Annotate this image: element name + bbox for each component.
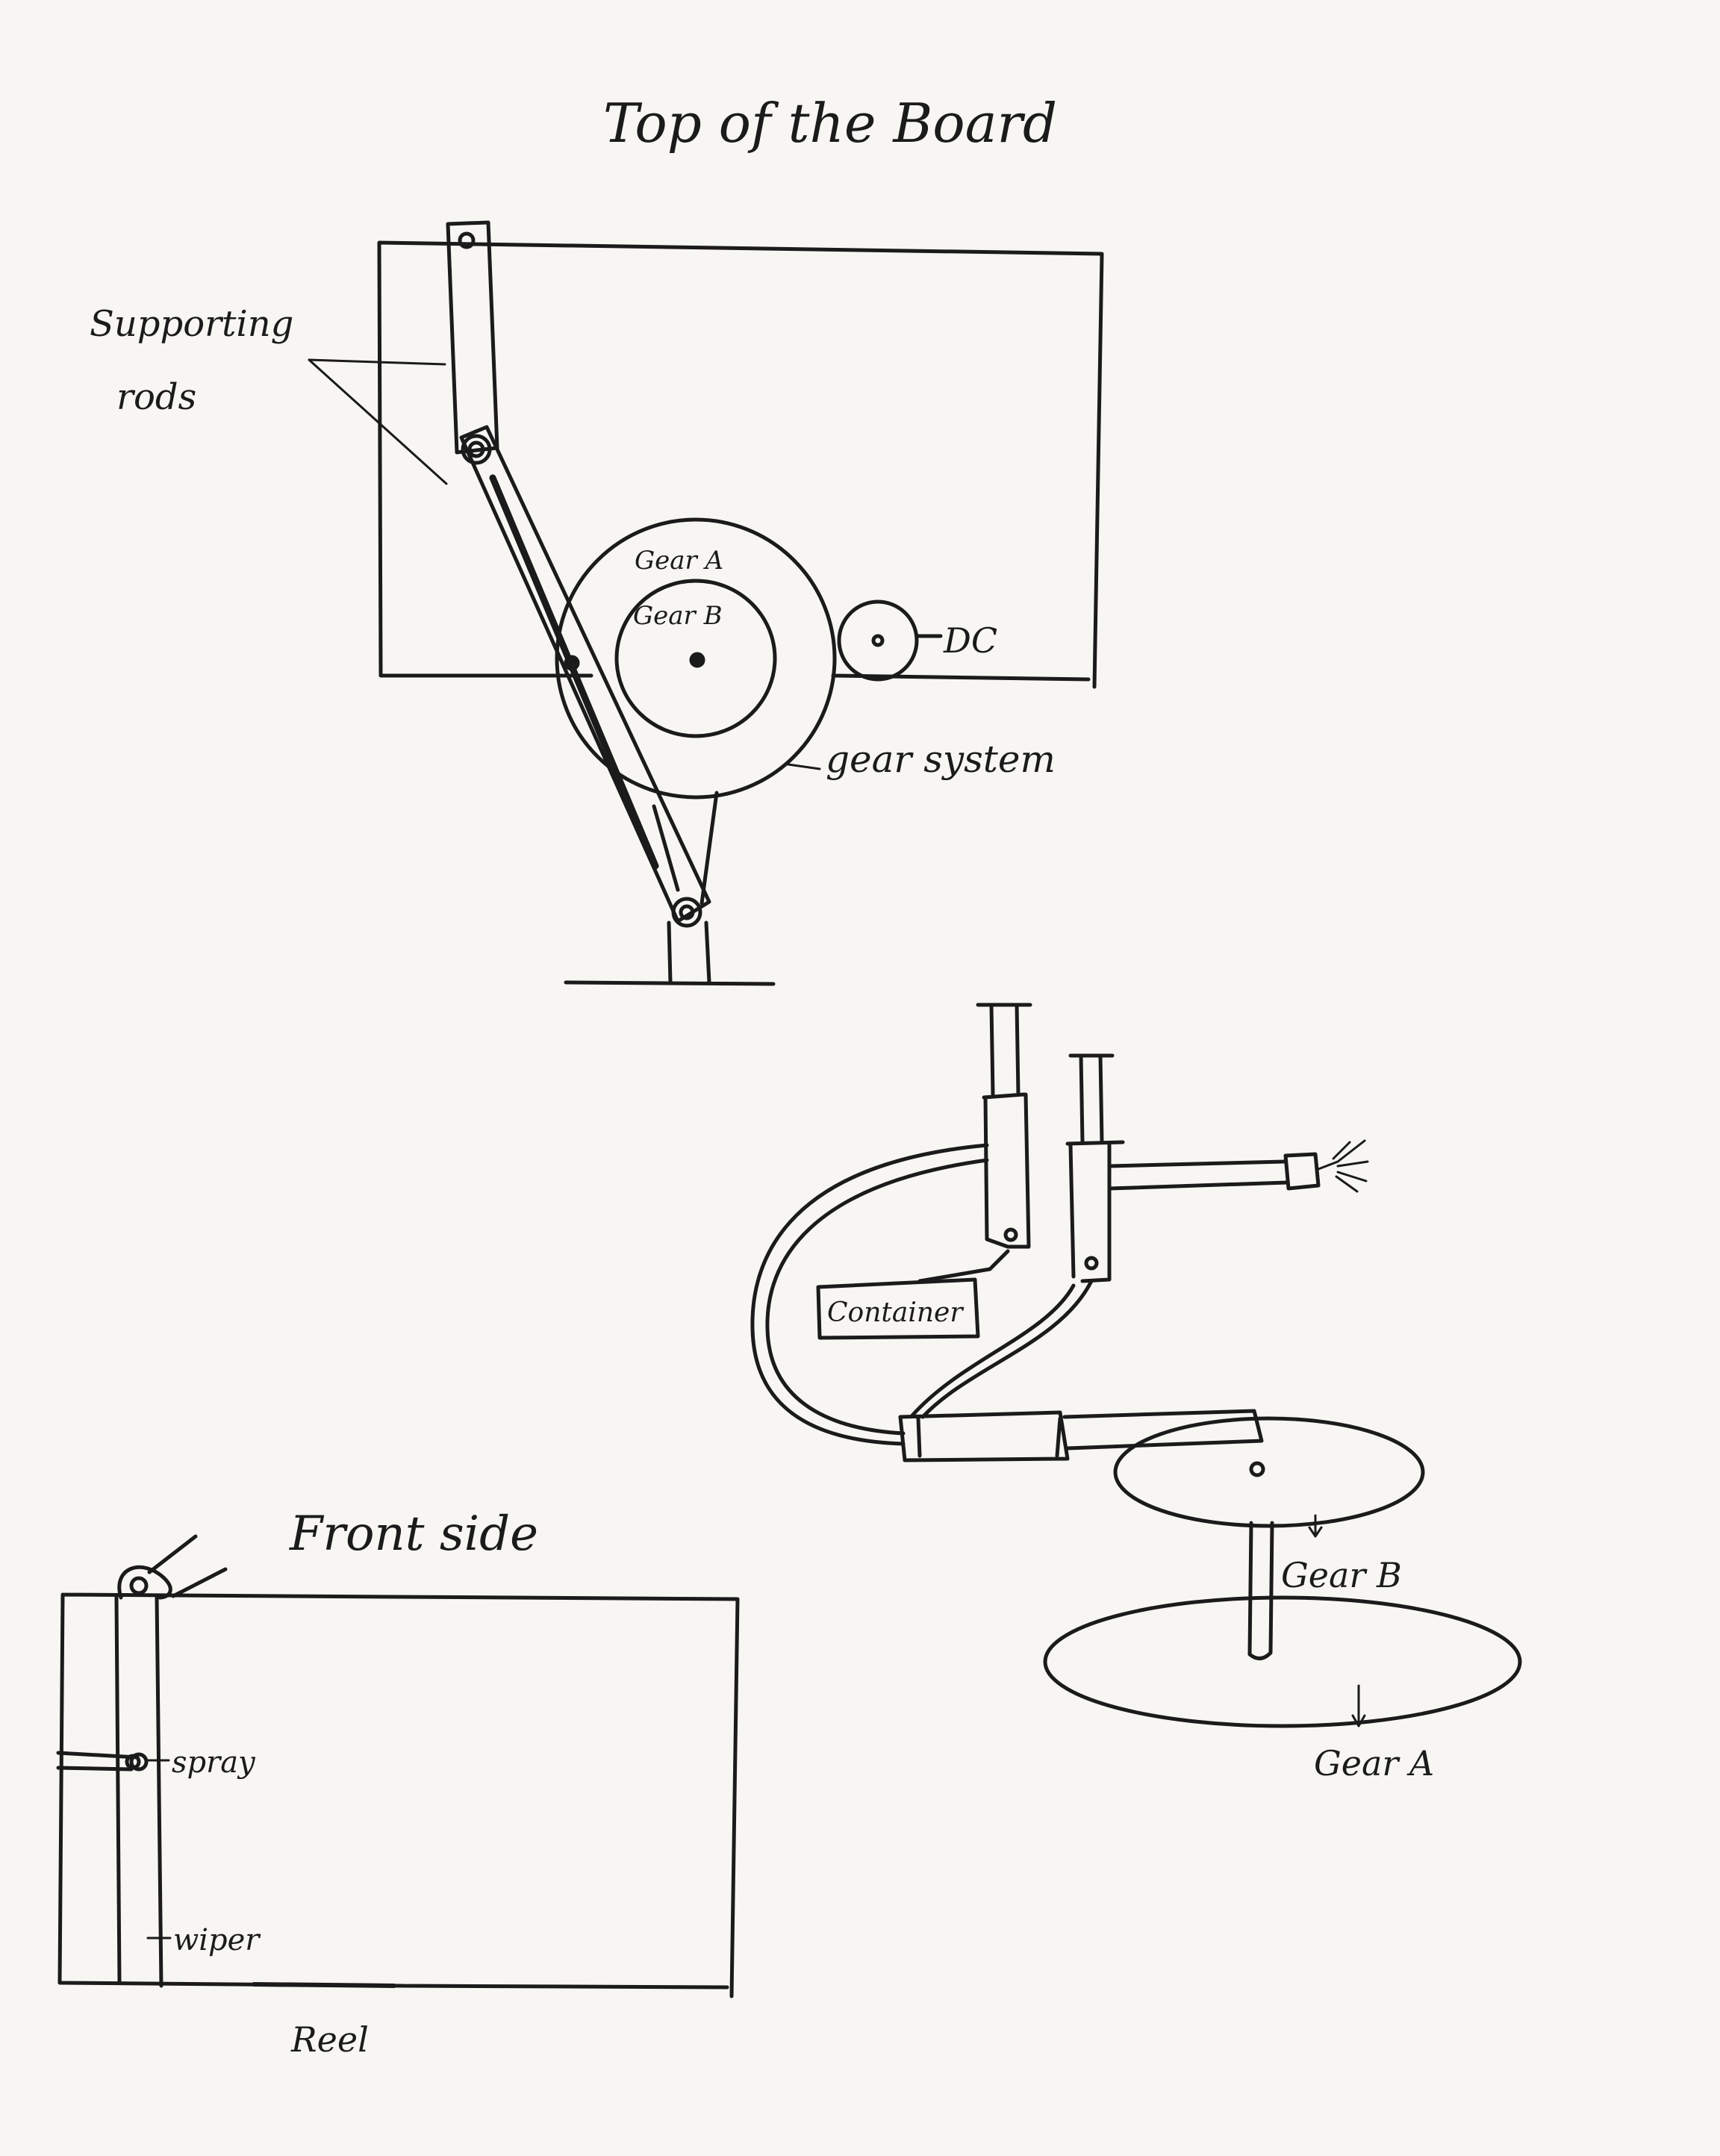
front-spray-nozzle <box>129 1752 149 1772</box>
arm-slot <box>489 474 659 870</box>
gear-b-pointer <box>1308 1514 1323 1538</box>
gear-a-disc <box>1043 1595 1522 1728</box>
front-view-diagram <box>56 1534 740 1998</box>
syringe-1 <box>976 1003 1032 1249</box>
supporting-rods-leader-2 <box>308 358 448 485</box>
front-spray-nozzle-inner <box>125 1754 141 1770</box>
dc-motor-shaft <box>871 634 885 647</box>
arm-end-joint <box>671 897 702 928</box>
top-view-title: Top of the Board <box>603 92 1057 155</box>
gear-a <box>555 517 837 800</box>
spray-hose <box>56 1751 140 1772</box>
gear-center <box>689 652 705 668</box>
nozzle <box>1283 1152 1321 1191</box>
gear-b <box>614 579 777 738</box>
stand-base <box>564 980 776 986</box>
dc-motor-gear <box>837 599 919 682</box>
gear-b-stack-label: Gear B <box>1281 1555 1402 1595</box>
spray-label: spray <box>172 1745 256 1780</box>
board-outline <box>377 240 1104 689</box>
gear-a-pointer <box>1351 1684 1366 1727</box>
reel-line <box>252 1982 396 1988</box>
drive-shaft <box>1062 1409 1264 1451</box>
container-label: Container <box>827 1297 964 1328</box>
syringe-2-outlet <box>1084 1256 1099 1271</box>
tube-middle <box>910 1249 1094 1419</box>
rod-joint-inner <box>467 440 485 458</box>
upper-rod-pivot <box>458 231 476 249</box>
dc-label: DC <box>943 620 997 661</box>
spray-lines <box>1317 1139 1369 1193</box>
gear-stack-diagram <box>1043 1416 1522 1728</box>
upper-supporting-rod <box>446 220 499 455</box>
slotted-arm <box>459 425 711 923</box>
gear-b-disc <box>1113 1416 1425 1528</box>
reel-label: Reel <box>290 2019 369 2060</box>
front-view-title: Front side <box>289 1507 538 1562</box>
stand-post <box>652 791 719 985</box>
container-box <box>816 1277 980 1340</box>
gear-axle <box>1247 1521 1274 1660</box>
gear-system-leader <box>787 763 821 770</box>
rod-joint <box>461 434 492 465</box>
rod-head-pin <box>129 1576 149 1595</box>
gear-b-label: Gear B <box>633 601 723 631</box>
gear-b-center <box>1249 1461 1265 1477</box>
tube-left <box>750 1143 989 1446</box>
coupling <box>898 1410 1070 1462</box>
arm-pin <box>564 655 580 671</box>
arm-end-joint-inner <box>679 904 695 920</box>
spray-system-diagram <box>750 1003 1369 1462</box>
gear-a-label: Gear A <box>635 546 723 576</box>
syringe-1-outlet <box>1003 1227 1018 1242</box>
top-view-diagram <box>308 220 1104 986</box>
wiper-rod <box>114 1594 163 1988</box>
syringe-2 <box>1065 1053 1125 1283</box>
supporting-rods-leader-1 <box>308 358 446 366</box>
nozzle-tube <box>1107 1159 1289 1191</box>
gear-system-label: gear system <box>826 738 1056 781</box>
front-board-outline <box>57 1592 740 1998</box>
supporting-rods-label-2: rods <box>116 376 196 418</box>
supporting-rods-label-1: Supporting <box>90 303 293 345</box>
wiper-label: wiper <box>173 1923 261 1957</box>
gear-a-stack-label: Gear A <box>1314 1743 1434 1783</box>
rod-head <box>117 1534 228 1600</box>
